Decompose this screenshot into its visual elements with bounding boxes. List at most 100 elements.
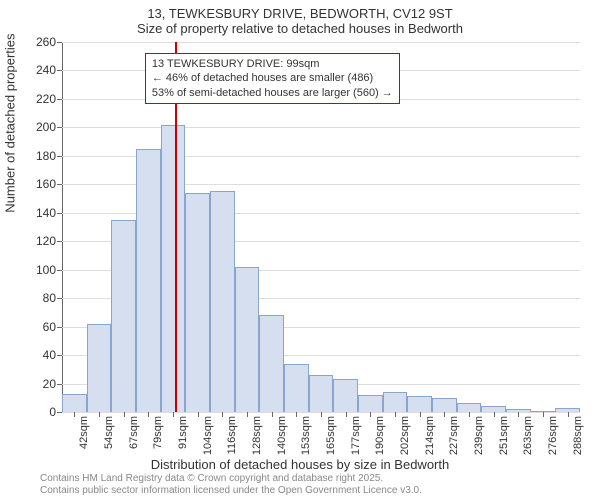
xtick-mark	[148, 412, 149, 417]
ytick-label: 160	[36, 177, 56, 191]
ytick-mark	[57, 270, 62, 271]
xtick-mark	[198, 412, 199, 417]
x-axis-label: Distribution of detached houses by size …	[151, 457, 449, 472]
xtick-label: 42sqm	[78, 416, 90, 449]
footer-line-2: Contains public sector information licen…	[40, 485, 422, 497]
ytick-label: 260	[36, 35, 56, 49]
xtick-mark	[296, 412, 297, 417]
histogram-bar	[383, 392, 408, 412]
ytick-mark	[57, 298, 62, 299]
ytick-label: 20	[43, 377, 56, 391]
chart-title-main: 13, TEWKESBURY DRIVE, BEDWORTH, CV12 9ST	[0, 6, 600, 21]
ytick-label: 180	[36, 149, 56, 163]
y-axis-label: Number of detached properties	[3, 33, 18, 212]
xtick-mark	[543, 412, 544, 417]
histogram-bar	[284, 364, 309, 412]
xtick-mark	[247, 412, 248, 417]
xtick-mark	[222, 412, 223, 417]
xtick-mark	[494, 412, 495, 417]
chart-area: 13 TEWKESBURY DRIVE: 99sqm← 46% of detac…	[62, 42, 580, 412]
ytick-mark	[57, 327, 62, 328]
histogram-bar	[259, 315, 284, 412]
xtick-mark	[370, 412, 371, 417]
annotation-line: 53% of semi-detached houses are larger (…	[152, 86, 393, 100]
xtick-label: 116sqm	[226, 416, 238, 454]
chart-title-block: 13, TEWKESBURY DRIVE, BEDWORTH, CV12 9ST…	[0, 0, 600, 36]
ytick-label: 40	[43, 348, 56, 362]
xtick-label: 276sqm	[547, 416, 559, 455]
xtick-mark	[321, 412, 322, 417]
ytick-label: 200	[36, 120, 56, 134]
histogram-bar	[432, 398, 457, 412]
ytick-label: 240	[36, 63, 56, 77]
ytick-mark	[57, 156, 62, 157]
annotation-box: 13 TEWKESBURY DRIVE: 99sqm← 46% of detac…	[145, 53, 400, 104]
footer-line-1: Contains HM Land Registry data © Crown c…	[40, 473, 422, 485]
xtick-mark	[444, 412, 445, 417]
histogram-bar	[210, 191, 235, 412]
histogram-bar	[161, 125, 186, 412]
xtick-label: 190sqm	[374, 416, 386, 455]
xtick-label: 153sqm	[300, 416, 312, 455]
ytick-label: 80	[43, 291, 56, 305]
xtick-mark	[124, 412, 125, 417]
xtick-label: 140sqm	[276, 416, 288, 455]
xtick-label: 239sqm	[473, 416, 485, 455]
ytick-mark	[57, 384, 62, 385]
ytick-label: 100	[36, 263, 56, 277]
xtick-label: 227sqm	[448, 416, 460, 455]
xtick-mark	[469, 412, 470, 417]
ytick-label: 140	[36, 206, 56, 220]
xtick-mark	[395, 412, 396, 417]
chart-title-sub: Size of property relative to detached ho…	[0, 21, 600, 36]
histogram-bar	[62, 394, 87, 413]
xtick-label: 177sqm	[350, 416, 362, 455]
ytick-mark	[57, 99, 62, 100]
xtick-label: 263sqm	[522, 416, 534, 455]
xtick-mark	[272, 412, 273, 417]
xtick-label: 54sqm	[103, 416, 115, 449]
xtick-mark	[568, 412, 569, 417]
xtick-label: 104sqm	[202, 416, 214, 455]
histogram-bar	[111, 220, 136, 412]
xtick-label: 165sqm	[325, 416, 337, 455]
histogram-bar	[136, 149, 161, 412]
histogram-bar	[457, 403, 482, 412]
xtick-label: 91sqm	[177, 416, 189, 449]
histogram-bar	[358, 395, 383, 412]
xtick-mark	[420, 412, 421, 417]
footer-attribution: Contains HM Land Registry data © Crown c…	[40, 473, 422, 497]
ytick-label: 0	[49, 405, 56, 419]
annotation-line: 13 TEWKESBURY DRIVE: 99sqm	[152, 57, 393, 71]
xtick-mark	[346, 412, 347, 417]
plot-region: 13 TEWKESBURY DRIVE: 99sqm← 46% of detac…	[62, 42, 580, 412]
ytick-mark	[57, 127, 62, 128]
xtick-label: 67sqm	[128, 416, 140, 449]
histogram-bar	[87, 324, 112, 412]
xtick-label: 202sqm	[399, 416, 411, 455]
ytick-mark	[57, 213, 62, 214]
xtick-mark	[74, 412, 75, 417]
ytick-label: 120	[36, 234, 56, 248]
histogram-bar	[333, 379, 358, 412]
xtick-mark	[518, 412, 519, 417]
xtick-label: 251sqm	[498, 416, 510, 455]
histogram-bar	[407, 396, 432, 412]
ytick-mark	[57, 241, 62, 242]
histogram-bar	[185, 193, 210, 412]
xtick-mark	[173, 412, 174, 417]
ytick-mark	[57, 355, 62, 356]
xtick-label: 214sqm	[424, 416, 436, 455]
histogram-bar	[309, 375, 334, 412]
ytick-mark	[57, 70, 62, 71]
ytick-label: 220	[36, 92, 56, 106]
ytick-mark	[57, 42, 62, 43]
xtick-label: 288sqm	[572, 416, 584, 455]
annotation-line: ← 46% of detached houses are smaller (48…	[152, 71, 393, 85]
ytick-mark	[57, 184, 62, 185]
ytick-mark	[57, 412, 62, 413]
xtick-label: 79sqm	[152, 416, 164, 449]
histogram-bar	[235, 267, 260, 412]
ytick-label: 60	[43, 320, 56, 334]
xtick-mark	[99, 412, 100, 417]
